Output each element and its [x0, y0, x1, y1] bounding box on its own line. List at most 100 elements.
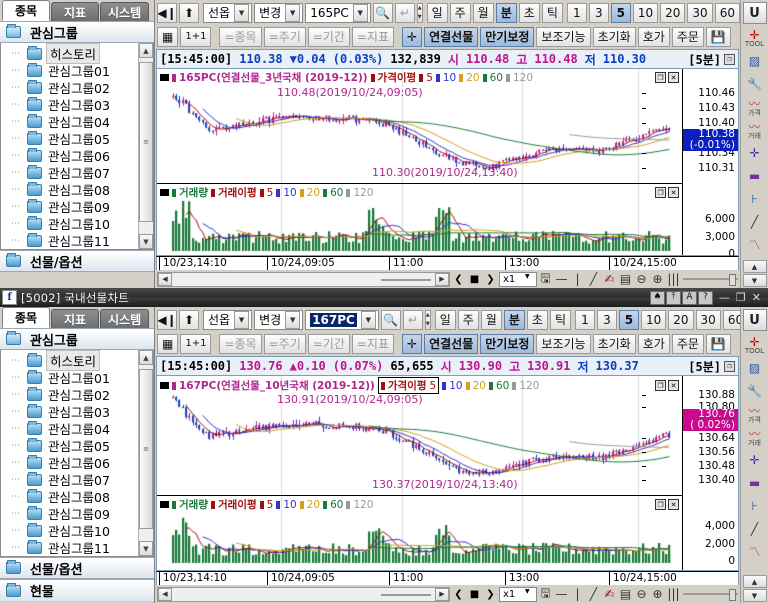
tool-icon[interactable]: ✛ TOOL [744, 334, 765, 355]
restore-icon[interactable]: ❐ [724, 53, 735, 65]
interval-button-5[interactable]: 5 [610, 2, 631, 23]
hline-pen-icon[interactable]: ▬ [748, 169, 761, 183]
chevron-down-icon[interactable]: ▼ [360, 310, 376, 329]
toolbar-button[interactable]: 연결선물 [424, 26, 479, 47]
symbol-code-input-2[interactable]: 167PC ▼ [305, 309, 379, 330]
watchgroup-header-1[interactable]: 관심그룹 [0, 21, 154, 43]
nav-up-icon[interactable]: ⬆ [179, 2, 199, 23]
tree-item[interactable]: ⋯ 관심그룹05 [1, 437, 153, 454]
chart-icon[interactable]: ▨ [748, 361, 761, 375]
pane-restore-icon[interactable]: ❐ [655, 380, 666, 391]
eq-button[interactable]: =종목 [219, 26, 262, 47]
watchgroup-tree-1[interactable]: ⋯ 히스토리 ⋯ 관심그룹01 ⋯ 관심그룹02 ⋯ 관심그룹03 ⋯ 관심그룹04 ⋯ 관심그룹05… [0, 43, 154, 250]
tree-item[interactable]: ⋯ 관심그룹05 [1, 130, 153, 147]
tab-system-2[interactable]: 시스템 [100, 309, 150, 328]
period-button-틱[interactable]: 틱 [541, 2, 563, 23]
chevron-down-icon[interactable]: ▼ [525, 272, 530, 280]
scroll-down-icon[interactable]: ▼ [742, 589, 767, 602]
window-titlebar-2[interactable]: f [5002] 국내선물차트 ♠ ⤒ A ? — ❐ ✕ [0, 288, 768, 307]
tree-item[interactable]: ⋯ 관심그룹08 [1, 488, 153, 505]
interval-button-5[interactable]: 5 [618, 309, 639, 330]
volume-line-icon[interactable]: 〰 거래 [748, 119, 761, 140]
toolbar-button[interactable]: 초기화 [592, 333, 636, 354]
period-button-월[interactable]: 월 [480, 309, 502, 330]
step-back-icon[interactable]: ❮ [454, 273, 463, 285]
symbol-stepper-2[interactable]: ▲ ▼ [424, 309, 431, 330]
search-icon[interactable]: 🔍 [380, 309, 401, 330]
scroll-left-icon[interactable]: ◀ [158, 272, 172, 286]
tool-icon[interactable]: ✛ TOOL [744, 27, 765, 48]
eq-button[interactable]: =지표 [351, 333, 395, 354]
eq-button[interactable]: =기간 [307, 333, 350, 354]
zoom-in-icon[interactable]: ⊕ [652, 272, 663, 286]
pane-close-icon[interactable]: ✕ [668, 187, 679, 199]
price-axis-2[interactable]: 130.88 130.80 130.64 130.56 130.48 130.40 130.… [642, 376, 738, 570]
interval-button-1[interactable]: 1 [574, 309, 595, 330]
scroll-thumb[interactable]: ≡ [139, 369, 153, 529]
chevron-down-icon[interactable]: ▼ [285, 3, 301, 22]
print-icon[interactable]: 🖫 [540, 585, 551, 600]
market-select-1[interactable]: 선옵 ▼ [203, 2, 253, 23]
grid-layout-icon[interactable]: ▦ [157, 333, 179, 354]
vline-icon[interactable]: | [575, 587, 580, 601]
nav-first-icon[interactable]: ◀❙ [157, 2, 177, 23]
tree-item[interactable]: ⋯ 관심그룹02 [1, 386, 153, 403]
maximize-button-2[interactable]: ❐ [735, 291, 746, 304]
market-select-2[interactable]: 선옵 ▼ [203, 309, 253, 330]
interval-button-3[interactable]: 3 [588, 2, 609, 23]
collapse-icon[interactable]: ⤒ [665, 290, 681, 305]
price-line-icon[interactable]: 〰 가격 [748, 96, 761, 117]
toolbar-button[interactable]: 초기화 [592, 26, 636, 47]
scroll-thumb[interactable] [381, 594, 431, 596]
pane-restore-icon[interactable]: ❐ [655, 72, 666, 83]
eq-button[interactable]: =주기 [263, 26, 306, 47]
scroll-left-icon[interactable]: ◀ [158, 587, 172, 601]
scroll-thumb[interactable]: ≡ [139, 62, 153, 222]
hline-icon[interactable]: — [555, 272, 568, 286]
crosshair-pen-icon[interactable]: ✛ [749, 453, 760, 467]
toolbar-button[interactable]: 만기보정 [480, 26, 535, 47]
toolbar-button[interactable]: 만기보정 [480, 333, 535, 354]
interval-button-10[interactable]: 10 [640, 309, 667, 330]
tree-icon[interactable]: ♠ [649, 290, 665, 305]
interval-button-60[interactable]: 60 [714, 2, 740, 23]
tree-item[interactable]: ⋯ 관심그룹06 [1, 147, 153, 164]
trendline-icon[interactable]: ╱ [750, 522, 759, 536]
help-icon[interactable]: ? [697, 290, 713, 305]
wave-icon[interactable]: 〽 [748, 238, 761, 252]
period-button-초[interactable]: 초 [518, 2, 540, 23]
tree-item[interactable]: ⋯ 히스토리 [1, 43, 153, 64]
period-button-틱[interactable]: 틱 [549, 309, 571, 330]
step-forward-icon[interactable]: ❯ [486, 588, 495, 600]
price-ma-selected-2[interactable]: 가격이평 5 [377, 377, 440, 394]
eq-button[interactable]: =기간 [307, 26, 350, 47]
tree-item[interactable]: ⋯ 관심그룹04 [1, 113, 153, 130]
interval-button-30[interactable]: 30 [695, 309, 721, 330]
scroll-right-icon[interactable]: ▶ [435, 587, 449, 601]
tree-item[interactable]: ⋯ 관심그룹04 [1, 420, 153, 437]
undo-button-1[interactable]: U [742, 2, 767, 24]
pane-restore-icon[interactable]: ❐ [655, 187, 666, 199]
vline-icon[interactable]: | [575, 272, 580, 286]
hline-icon[interactable]: — [555, 587, 568, 601]
trendline-icon[interactable]: ╱ [750, 215, 759, 229]
vline-pen-icon[interactable]: ⊦ [751, 499, 758, 513]
symbol-code-input-1[interactable]: 165PC ▼ [305, 2, 371, 23]
nav-up-icon[interactable]: ⬆ [179, 309, 199, 330]
tree-item[interactable]: ⋯ 관심그룹07 [1, 471, 153, 488]
chevron-down-icon[interactable]: ▼ [352, 3, 368, 22]
hand-icon[interactable]: ✍ [604, 272, 615, 286]
box-icon[interactable]: ▤ [619, 587, 632, 601]
tree-scrollbar-1[interactable]: ▲ ≡ ▼ [138, 43, 153, 249]
price-pane-2[interactable]: 167PC(연결선물_10년국채 (2019-12)) 가격이평 5 10 20 6… [157, 376, 682, 497]
chart-icon[interactable]: ▨ [748, 54, 761, 68]
interval-button-20[interactable]: 20 [668, 309, 694, 330]
search-icon[interactable]: 🔍 [372, 2, 393, 23]
stop-icon[interactable]: ■ [469, 273, 480, 285]
watchgroup-header-2[interactable]: 관심그룹 [0, 328, 154, 350]
tree-item[interactable]: ⋯ 관심그룹01 [1, 369, 153, 386]
pane-close-icon[interactable]: ✕ [668, 380, 679, 391]
bars-icon[interactable]: ||| [667, 272, 680, 286]
volume-pane-2[interactable]: 거래량 거래이평 5 10 20 60 120 ❐ ✕ [157, 496, 682, 571]
price-axis-1[interactable]: 110.46 110.43 110.40 110.34 110.31 110.38 (-0.… [642, 69, 738, 260]
